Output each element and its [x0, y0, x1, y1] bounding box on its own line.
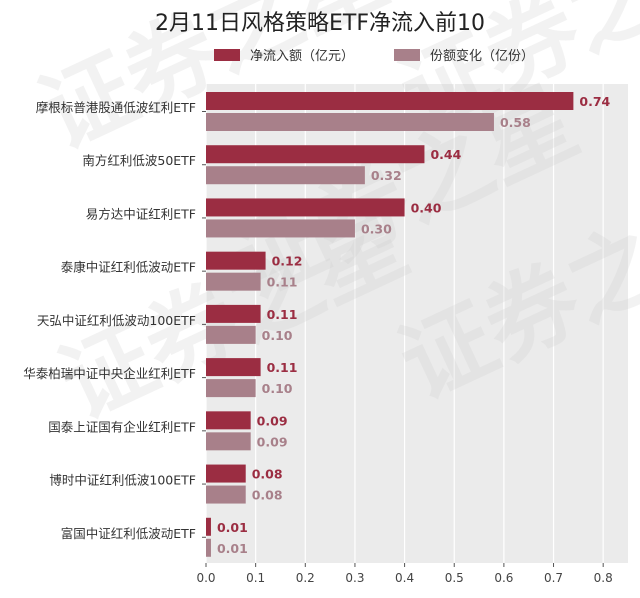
x-tick-label: 0.8	[594, 571, 613, 585]
x-tick-label: 0.7	[544, 571, 563, 585]
value-label-net-inflow: 0.11	[267, 360, 298, 375]
bar-share-change	[206, 219, 355, 238]
value-label-net-inflow: 0.09	[257, 413, 288, 428]
x-tick-label: 0.4	[395, 571, 414, 585]
bar-net-inflow	[206, 358, 261, 377]
category-label: 天弘中证红利低波动100ETF	[37, 313, 196, 328]
bar-net-inflow	[206, 145, 425, 164]
plot-area	[206, 84, 628, 563]
value-label-net-inflow: 0.44	[430, 147, 461, 162]
legend-swatch-net-inflow	[214, 49, 240, 61]
value-label-net-inflow: 0.74	[579, 94, 610, 109]
bar-net-inflow	[206, 251, 266, 270]
category-label: 摩根标普港股通低波红利ETF	[36, 100, 196, 115]
bar-net-inflow	[206, 517, 211, 536]
category-label: 泰康中证红利低波动ETF	[61, 260, 196, 275]
value-label-share-change: 0.10	[262, 328, 293, 343]
value-label-net-inflow: 0.40	[411, 200, 442, 215]
x-tick-label: 0.2	[296, 571, 315, 585]
legend-swatch-share-change	[394, 49, 420, 61]
value-label-net-inflow: 0.12	[272, 254, 303, 269]
grid	[205, 84, 604, 563]
value-label-net-inflow: 0.08	[252, 467, 283, 482]
bars	[206, 92, 574, 557]
bar-share-change	[206, 272, 261, 291]
category-labels: 摩根标普港股通低波红利ETF 南方红利低波50ETF 易方达中证红利ETF 泰康中证红…	[23, 100, 206, 541]
bar-net-inflow	[206, 304, 261, 323]
bar-share-change	[206, 432, 251, 451]
category-label: 国泰上证国有企业红利ETF	[48, 419, 196, 434]
category-label: 博时中证红利低波100ETF	[49, 473, 196, 488]
category-label: 南方红利低波50ETF	[82, 153, 196, 168]
value-label-share-change: 0.11	[267, 275, 298, 290]
value-label-share-change: 0.58	[500, 115, 531, 130]
category-label: 富国中证红利低波动ETF	[61, 526, 196, 541]
legend-label-net-inflow: 净流入额（亿元）	[250, 49, 354, 64]
value-label-share-change: 0.30	[361, 221, 392, 236]
bar-share-change	[206, 538, 211, 557]
x-axis-ticks: 0.0 0.1 0.2 0.3 0.4 0.5 0.6 0.7 0.8	[196, 563, 613, 585]
bar-net-inflow	[206, 464, 246, 483]
category-label: 易方达中证红利ETF	[86, 206, 196, 221]
bar-net-inflow	[206, 198, 405, 217]
chart-title: 2月11日风格策略ETF净流入前10	[155, 11, 485, 36]
value-label-share-change: 0.01	[217, 541, 248, 556]
bar-share-change	[206, 113, 494, 131]
x-tick-label: 0.3	[345, 571, 364, 585]
bar-net-inflow	[206, 411, 251, 430]
value-labels: 0.74 0.58 0.44 0.32 0.40 0.30 0.12 0.11 0.11 0.10…	[217, 94, 611, 556]
bar-net-inflow	[206, 92, 574, 110]
legend-label-share-change: 份额变化（亿份）	[430, 48, 534, 64]
legend: 净流入额（亿元） 份额变化（亿份）	[214, 48, 534, 64]
value-label-net-inflow: 0.11	[267, 307, 298, 322]
value-label-share-change: 0.10	[262, 381, 293, 396]
bar-share-change	[206, 379, 256, 398]
x-tick-label: 0.6	[494, 571, 513, 585]
bar-share-change	[206, 325, 256, 344]
x-tick-label: 0.1	[246, 571, 265, 585]
value-label-share-change: 0.09	[257, 434, 288, 449]
x-tick-label: 0.0	[196, 571, 215, 585]
bar-share-change	[206, 485, 246, 504]
bar-share-change	[206, 166, 365, 185]
value-label-share-change: 0.32	[371, 168, 402, 183]
value-label-share-change: 0.08	[252, 488, 283, 503]
category-label: 华泰柏瑞中证中央企业红利ETF	[23, 366, 196, 381]
x-tick-label: 0.5	[445, 571, 464, 585]
value-label-net-inflow: 0.01	[217, 520, 248, 535]
